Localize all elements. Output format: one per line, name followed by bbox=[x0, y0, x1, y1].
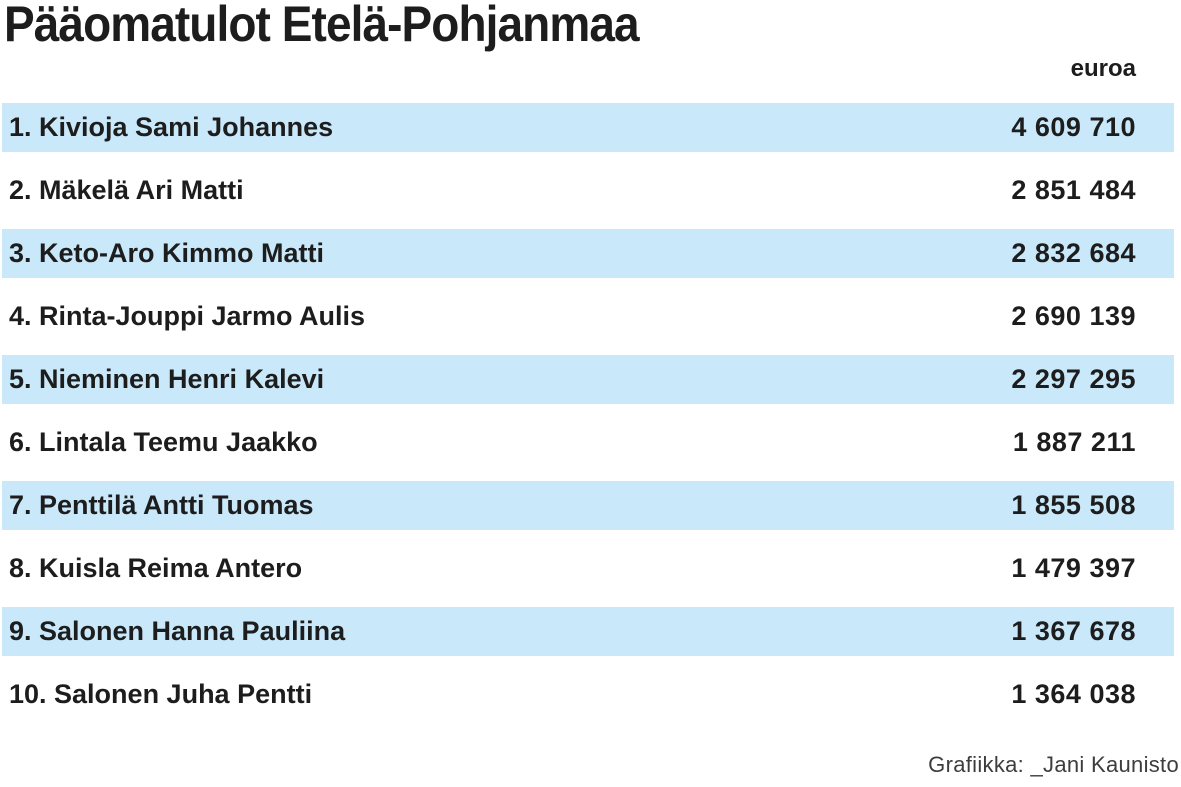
unit-label: euroa bbox=[1070, 55, 1136, 82]
row-value: 1 479 397 bbox=[1011, 553, 1136, 583]
row-name: 7. Penttilä Antti Tuomas bbox=[9, 490, 314, 520]
row-value: 1 855 508 bbox=[1011, 490, 1136, 520]
credit-line: Grafiikka: _Jani Kaunisto bbox=[928, 752, 1179, 777]
row-value: 2 297 295 bbox=[1011, 364, 1136, 394]
table-row: 10. Salonen Juha Pentti 1 364 038 bbox=[2, 670, 1174, 719]
table-row: 3. Keto-Aro Kimmo Matti 2 832 684 bbox=[2, 229, 1174, 278]
row-value: 1 887 211 bbox=[1012, 427, 1136, 457]
table-row: 4. Rinta-Jouppi Jarmo Aulis 2 690 139 bbox=[2, 292, 1174, 341]
row-value: 2 690 139 bbox=[1011, 301, 1136, 331]
table-row: 5. Nieminen Henri Kalevi 2 297 295 bbox=[2, 355, 1174, 404]
row-value: 2 851 484 bbox=[1011, 175, 1136, 205]
row-name: 3. Keto-Aro Kimmo Matti bbox=[9, 238, 325, 268]
table-row: 2. Mäkelä Ari Matti 2 851 484 bbox=[2, 166, 1174, 215]
table-row: 9. Salonen Hanna Pauliina 1 367 678 bbox=[2, 607, 1174, 656]
ranking-table: 1. Kivioja Sami Johannes 4 609 710 2. Mä… bbox=[2, 103, 1174, 733]
page-title: Pääomatulot Etelä-Pohjanmaa bbox=[4, 0, 640, 52]
row-name: 5. Nieminen Henri Kalevi bbox=[9, 364, 325, 394]
table-row: 8. Kuisla Reima Antero 1 479 397 bbox=[2, 544, 1174, 593]
row-name: 10. Salonen Juha Pentti bbox=[9, 679, 313, 709]
row-name: 9. Salonen Hanna Pauliina bbox=[9, 616, 346, 646]
table-row: 1. Kivioja Sami Johannes 4 609 710 bbox=[2, 103, 1174, 152]
row-name: 4. Rinta-Jouppi Jarmo Aulis bbox=[9, 301, 366, 331]
row-value: 1 364 038 bbox=[1011, 679, 1136, 709]
table-row: 7. Penttilä Antti Tuomas 1 855 508 bbox=[2, 481, 1174, 530]
row-name: 8. Kuisla Reima Antero bbox=[9, 553, 303, 583]
row-value: 4 609 710 bbox=[1011, 112, 1136, 142]
row-value: 1 367 678 bbox=[1011, 616, 1136, 646]
row-name: 6. Lintala Teemu Jaakko bbox=[9, 427, 318, 457]
row-name: 1. Kivioja Sami Johannes bbox=[9, 112, 334, 142]
row-value: 2 832 684 bbox=[1011, 238, 1136, 268]
table-row: 6. Lintala Teemu Jaakko 1 887 211 bbox=[2, 418, 1174, 467]
row-name: 2. Mäkelä Ari Matti bbox=[9, 175, 244, 205]
